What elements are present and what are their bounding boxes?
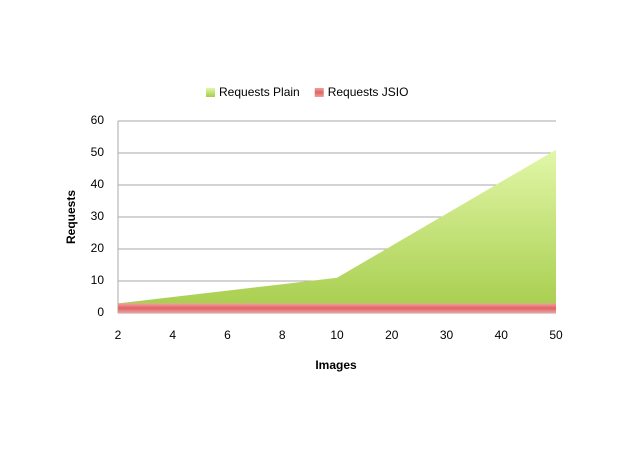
legend-swatch [206,88,215,97]
y-axis-title: Requests [64,190,78,244]
legend-label: Requests JSIO [328,85,409,99]
x-tick-label: 50 [549,328,563,342]
x-tick-label: 6 [224,328,231,342]
area [118,303,556,313]
x-axis-title: Images [315,358,357,372]
y-tick-label: 60 [91,113,105,127]
y-tick-label: 10 [91,273,105,287]
x-tick-label: 10 [330,328,344,342]
legend-label: Requests Plain [219,85,300,99]
y-tick-label: 50 [91,145,105,159]
y-tick-label: 20 [91,241,105,255]
legend-swatch [314,88,324,97]
x-tick-label: 40 [495,328,509,342]
x-tick-label: 2 [115,328,122,342]
x-tick-label: 30 [440,328,454,342]
y-tick-label: 0 [97,305,104,319]
y-tick-label: 30 [91,209,105,223]
y-tick-label: 40 [91,177,105,191]
x-tick-label: 8 [279,328,286,342]
area [118,149,556,313]
x-tick-label: 20 [385,328,399,342]
x-tick-label: 4 [169,328,176,342]
